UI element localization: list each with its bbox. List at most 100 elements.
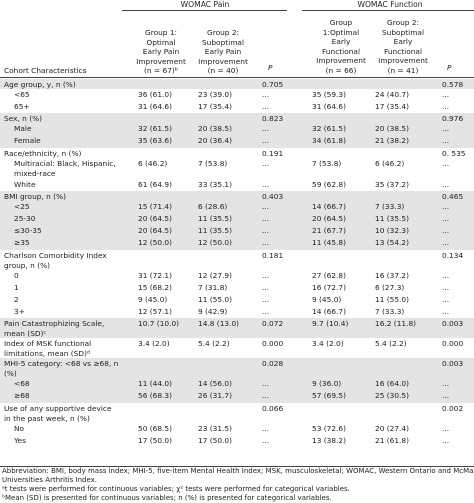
row-label: Yes [14,436,26,445]
cell-pain-p: ... [262,307,270,316]
cell-function-group2: 16 (64.0) [375,379,409,388]
table-row: White 61 (64.9) 33 (35.1)... 59 (62.8) 35 (3… [0,179,474,191]
cell-pain-p: ... [262,136,270,145]
table-row: Race/ethnicity, n (%) 0.191 0. 535 [0,148,474,158]
cell-pain-group1: 20 (64.5) [138,214,172,223]
cell-function-group2: 16.2 (11.8) [375,319,417,328]
cell-function-p: 0. 535 [442,149,466,158]
table-footnotes: Abbreviation: BMI, body mass index; MHI-… [0,466,474,503]
cell-function-p: ... [442,424,450,433]
table-row: Pain Catastrophizing Scale, mean (SD)ᶜ 10… [0,318,474,338]
row-label: 3+ [14,307,25,316]
cell-pain-p: 0.028 [262,359,284,368]
cell-function-p: ... [442,180,450,189]
row-label: 1 [14,283,19,292]
cell-function-group1: 53 (72.6) [312,424,346,433]
cell-pain-group1: 12 (50.0) [138,238,172,247]
table-row: ≥68 56 (68.3) 26 (31.7)... 57 (69.5) 25 (30.… [0,390,474,403]
table-row: Sex, n (%) 0.823 0.976 [0,113,474,123]
cell-function-p: ... [442,214,450,223]
cell-pain-group1: 10.7 (10.0) [138,319,180,328]
footnote-b: ᵇMean (SD) is presented for continuous v… [2,494,332,502]
footnote-abbreviations: Abbreviation: BMI, body mass index; MHI-… [2,467,474,475]
column-header-function-group1: Group 1:Optimal Early Functional Improve… [316,18,366,75]
cell-function-group2: 10 (32.3) [375,226,409,235]
cell-pain-p: ... [262,180,270,189]
cell-function-group1: 14 (66.7) [312,202,346,211]
cell-function-group1: 32 (61.5) [312,124,346,133]
row-label: Multiracial: Black, Hispanic, mixed-race [14,159,116,178]
cell-pain-group2: 20 (36.4) [198,136,232,145]
cell-function-group1: 13 (38.2) [312,436,346,445]
footnote-abbreviations-cont: Universities Arthritis Index. [2,476,98,484]
cell-function-group2: 21 (61.8) [375,436,409,445]
cell-pain-group1: 61 (64.9) [138,180,172,189]
cell-pain-p: 0.181 [262,251,284,260]
cell-function-p: 0.003 [442,319,464,328]
cell-pain-group1: 31 (64.6) [138,102,172,111]
table-row: ≥35 12 (50.0) 12 (50.0)... 11 (45.8) 13 (54.… [0,237,474,250]
row-label: Female [14,136,41,145]
cell-function-group1: 3.4 (2.0) [312,339,344,348]
column-header-pain-group1: Group 1: Optimal Early Pain Improvement … [136,28,186,76]
cell-function-group2: 16 (37.2) [375,271,409,280]
row-label: Charlson Comorbidity Index group, n (%) [4,251,107,270]
cell-pain-group2: 6 (28.6) [198,202,228,211]
cell-pain-p: ... [262,238,270,247]
cell-pain-p: 0.072 [262,319,284,328]
row-label: <68 [14,379,30,388]
row-label: Male [14,124,32,133]
cell-pain-group1: 50 (68.5) [138,424,172,433]
cell-pain-group1: 3.4 (2.0) [138,339,170,348]
cell-pain-p: 0.823 [262,114,284,123]
cell-function-group2: 25 (30.5) [375,391,409,400]
cell-function-group1: 27 (62.8) [312,271,346,280]
cell-pain-group2: 23 (39.0) [198,90,232,99]
table-row: <68 11 (44.0) 14 (56.0)... 9 (36.0) 16 (64.0… [0,378,474,390]
cell-function-p: ... [442,391,450,400]
row-label: ≤30-35 [14,226,42,235]
table-row: 1 15 (68.2) 7 (31.8)... 16 (72.7) 6 (27.3)..… [0,282,474,294]
cell-pain-group2: 11 (55.0) [198,295,232,304]
cell-function-p: ... [442,307,450,316]
cell-function-group1: 20 (64.5) [312,214,346,223]
cell-pain-group1: 32 (61.5) [138,124,172,133]
cell-pain-group2: 17 (50.0) [198,436,232,445]
cell-pain-p: 0.705 [262,80,284,89]
table-row: 0 31 (72.1) 12 (27.9)... 27 (62.8) 16 (37.2)… [0,270,474,282]
row-label: Use of any supportive device in the past… [4,404,112,423]
column-header-pain-p: P [268,63,273,72]
cell-pain-group2: 33 (35.1) [198,180,232,189]
function-group-underline [302,10,474,11]
cell-function-p: ... [442,283,450,292]
row-label: <65 [14,90,30,99]
cell-function-group1: 7 (53.8) [312,159,342,168]
cell-pain-group2: 14.8 (13.0) [198,319,240,328]
cell-pain-group1: 15 (68.2) [138,283,172,292]
cell-function-group2: 20 (27.4) [375,424,409,433]
cell-pain-p: ... [262,214,270,223]
cell-function-p: ... [442,136,450,145]
row-label: 0 [14,271,19,280]
cell-pain-p: ... [262,159,270,168]
cell-pain-group1: 15 (71.4) [138,202,172,211]
cell-pain-p: ... [262,379,270,388]
cell-function-group1: 35 (59.3) [312,90,346,99]
cell-function-group1: 31 (64.6) [312,102,346,111]
cell-function-p: 0.134 [442,251,464,260]
cell-pain-p: ... [262,424,270,433]
column-header-pain-group2: Group 2: Suboptimal Early Pain Improveme… [198,28,248,76]
cell-function-p: ... [442,271,450,280]
table-row: 25-30 20 (64.5) 11 (35.5)... 20 (64.5) 11 (3… [0,213,474,225]
cell-function-p: 0.578 [442,80,464,89]
row-label: White [14,180,36,189]
cell-function-group2: 6 (27.3) [375,283,405,292]
cell-function-p: 0.465 [442,192,464,201]
cell-function-p: ... [442,226,450,235]
cell-function-group2: 35 (37.2) [375,180,409,189]
cell-pain-p: ... [262,124,270,133]
cell-pain-p: ... [262,436,270,445]
cell-function-group2: 17 (35.4) [375,102,409,111]
cell-pain-p: ... [262,295,270,304]
